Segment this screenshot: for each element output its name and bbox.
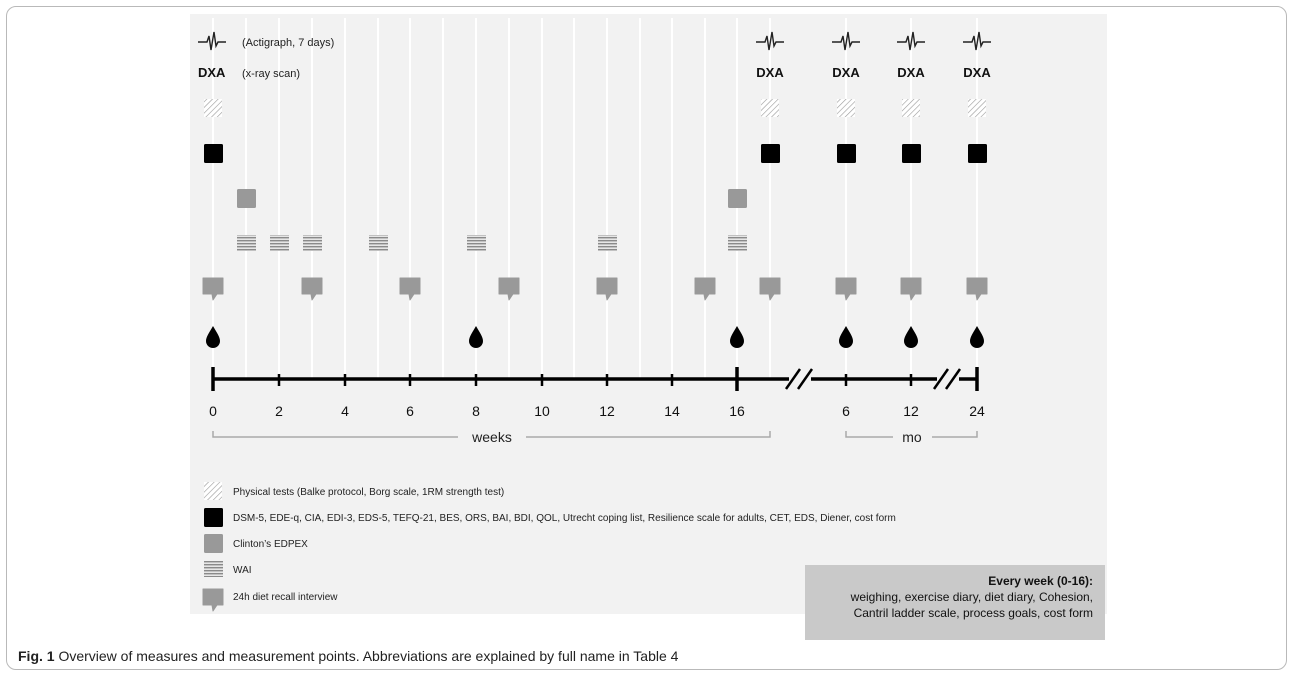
blood-drop-icon <box>904 326 918 348</box>
blood-drop-icon <box>469 326 483 348</box>
diet-recall-marker <box>202 277 224 301</box>
blood-drop-icon <box>206 326 220 348</box>
physical-tests-marker <box>204 99 222 117</box>
tick-label: 2 <box>275 403 283 419</box>
speech-bubble-icon <box>202 588 224 612</box>
every-week-box: Every week (0-16): weighing, exercise di… <box>805 565 1105 640</box>
edpex-marker <box>237 189 256 208</box>
tick-label: 8 <box>472 403 480 419</box>
physical-tests-marker <box>902 99 920 117</box>
wai-marker <box>237 235 256 251</box>
caption-label: Fig. 1 <box>18 648 55 664</box>
months-label: mo <box>902 429 922 445</box>
physical-tests-marker <box>761 99 779 117</box>
tick-label: 14 <box>664 403 680 419</box>
legend-wai: WAI <box>233 565 252 576</box>
dxa-legend-label: DXA <box>198 65 226 80</box>
striped-square-icon <box>204 561 223 577</box>
blood-drop-icon <box>730 326 744 348</box>
wai-marker <box>728 235 747 251</box>
questionnaire-marker <box>837 144 856 163</box>
diet-recall-marker <box>759 277 781 301</box>
legend-questionnaires: DSM-5, EDE-q, CIA, EDI-3, EDS-5, TEFQ-21… <box>233 513 896 524</box>
actigraph-label: (Actigraph, 7 days) <box>242 37 334 49</box>
tick-label: 10 <box>534 403 550 419</box>
hatched-square-icon <box>204 482 222 500</box>
physical-tests-marker <box>837 99 855 117</box>
diet-recall-marker <box>835 277 857 301</box>
wai-marker <box>303 235 322 251</box>
diet-recall-marker <box>399 277 421 301</box>
tick-label: 24 <box>969 403 985 419</box>
months-bracket <box>845 431 978 438</box>
physical-tests-marker <box>968 99 986 117</box>
dxa-label: DXA <box>897 65 925 80</box>
figure-caption: Fig. 1 Overview of measures and measurem… <box>18 648 678 664</box>
blood-drop-icon <box>839 326 853 348</box>
diet-recall-marker <box>694 277 716 301</box>
axis-break-icon <box>784 368 814 390</box>
diet-recall-marker <box>301 277 323 301</box>
legend-diet-recall: 24h diet recall interview <box>233 592 338 603</box>
edpex-marker <box>728 189 747 208</box>
tick-label: 4 <box>341 403 349 419</box>
wai-marker <box>270 235 289 251</box>
dxa-label: DXA <box>832 65 860 80</box>
tick-label: 0 <box>209 403 217 419</box>
wai-marker <box>369 235 388 251</box>
tick-label: 12 <box>903 403 919 419</box>
black-square-icon <box>204 508 223 527</box>
every-week-line: Cantril ladder scale, process goals, cos… <box>853 606 1093 620</box>
tick-label: 6 <box>406 403 414 419</box>
questionnaire-marker <box>902 144 921 163</box>
weeks-label: weeks <box>471 429 512 445</box>
grey-square-icon <box>204 534 223 553</box>
questionnaire-marker <box>761 144 780 163</box>
tick-label: 16 <box>729 403 745 419</box>
wai-marker <box>467 235 486 251</box>
questionnaire-marker <box>968 144 987 163</box>
blood-drop-icon <box>970 326 984 348</box>
tick-label: 12 <box>599 403 615 419</box>
legend-physical-tests: Physical tests (Balke protocol, Borg sca… <box>233 487 504 498</box>
caption-text: Overview of measures and measurement poi… <box>54 648 679 664</box>
legend-edpex: Clinton’s EDPEX <box>233 539 308 550</box>
every-week-line: weighing, exercise diary, diet diary, Co… <box>850 590 1093 604</box>
dxa-label: DXA <box>756 65 784 80</box>
diet-recall-marker <box>596 277 618 301</box>
questionnaire-marker <box>204 144 223 163</box>
dxa-label: DXA <box>963 65 991 80</box>
diet-recall-marker <box>900 277 922 301</box>
tick-label: 6 <box>842 403 850 419</box>
dxa-legend-desc: (x-ray scan) <box>242 68 300 80</box>
diagram-panel <box>190 14 1107 614</box>
weeks-bracket <box>212 431 771 438</box>
axis-break-icon <box>932 368 962 390</box>
every-week-heading: Every week (0-16): <box>988 574 1093 588</box>
diet-recall-marker <box>498 277 520 301</box>
wai-marker <box>598 235 617 251</box>
diet-recall-marker <box>966 277 988 301</box>
